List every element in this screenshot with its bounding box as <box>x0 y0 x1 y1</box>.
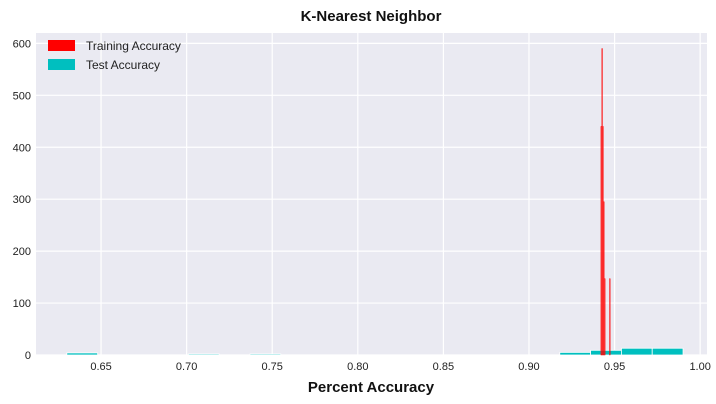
y-tick-label: 600 <box>13 38 31 50</box>
x-tick-labels: 0.65 0.70 0.75 0.80 0.85 0.90 0.95 1.00 <box>90 361 711 373</box>
x-tick-label: 0.95 <box>604 361 625 373</box>
plot-background <box>36 33 707 355</box>
chart-title: K-Nearest Neighbor <box>301 8 442 25</box>
x-tick-label: 0.75 <box>262 361 283 373</box>
legend-swatch-test <box>48 59 75 70</box>
test-accuracy-bar <box>651 347 684 356</box>
test-accuracy-bar <box>590 349 622 356</box>
legend: Training Accuracy Test Accuracy <box>48 39 181 72</box>
training-accuracy-bar <box>604 278 606 356</box>
y-tick-label: 500 <box>13 90 31 102</box>
test-accuracy-bar <box>249 353 282 356</box>
x-tick-label: 1.00 <box>689 361 710 373</box>
test-accuracy-bar <box>621 347 653 356</box>
histogram-bars <box>66 48 684 356</box>
legend-label-training: Training Accuracy <box>86 39 181 53</box>
x-axis-label: Percent Accuracy <box>308 379 435 396</box>
x-tick-label: 0.85 <box>433 361 454 373</box>
x-tick-label: 0.80 <box>347 361 368 373</box>
legend-swatch-training <box>48 40 75 51</box>
training-accuracy-bar <box>609 278 611 356</box>
training-accuracy-bar <box>603 201 605 356</box>
test-accuracy-bar <box>187 353 220 356</box>
x-tick-label: 0.90 <box>518 361 539 373</box>
y-tick-label: 0 <box>25 350 31 362</box>
legend-label-test: Test Accuracy <box>86 58 160 72</box>
y-tick-label: 200 <box>13 246 31 258</box>
y-tick-labels: 0 100 200 300 400 500 600 <box>13 38 31 362</box>
test-accuracy-bar <box>66 352 99 356</box>
y-tick-label: 400 <box>13 142 31 154</box>
x-tick-label: 0.65 <box>90 361 111 373</box>
y-tick-label: 100 <box>13 298 31 310</box>
y-tick-label: 300 <box>13 194 31 206</box>
test-accuracy-bar <box>559 352 592 356</box>
grid-lines <box>36 33 707 356</box>
x-tick-label: 0.70 <box>176 361 197 373</box>
